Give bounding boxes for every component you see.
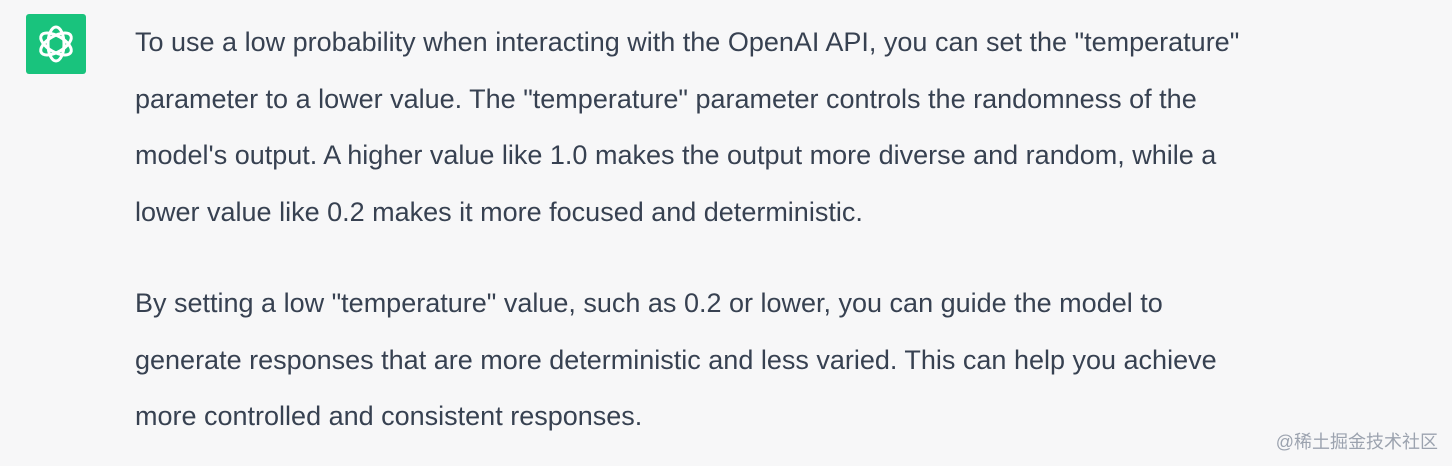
text-line: more controlled and consistent responses… <box>135 401 643 431</box>
text-line: model's output. A higher value like 1.0 … <box>135 140 1217 170</box>
text-line: generate responses that are more determi… <box>135 344 1217 375</box>
watermark: @稀土掘金技术社区 <box>1275 432 1438 452</box>
assistant-avatar <box>26 14 86 74</box>
text-line: lower value like 0.2 makes it more focus… <box>135 196 863 227</box>
text-line: To use a low probability when interactin… <box>135 27 1240 57</box>
text-line: parameter to a lower value. The "tempera… <box>135 83 1197 114</box>
text-line: By setting a low "temperature" value, su… <box>135 288 1163 318</box>
paragraph: By setting a low "temperature" value, su… <box>135 275 1217 445</box>
logo <box>39 25 73 63</box>
paragraph: To use a low probability when interactin… <box>135 14 1239 240</box>
